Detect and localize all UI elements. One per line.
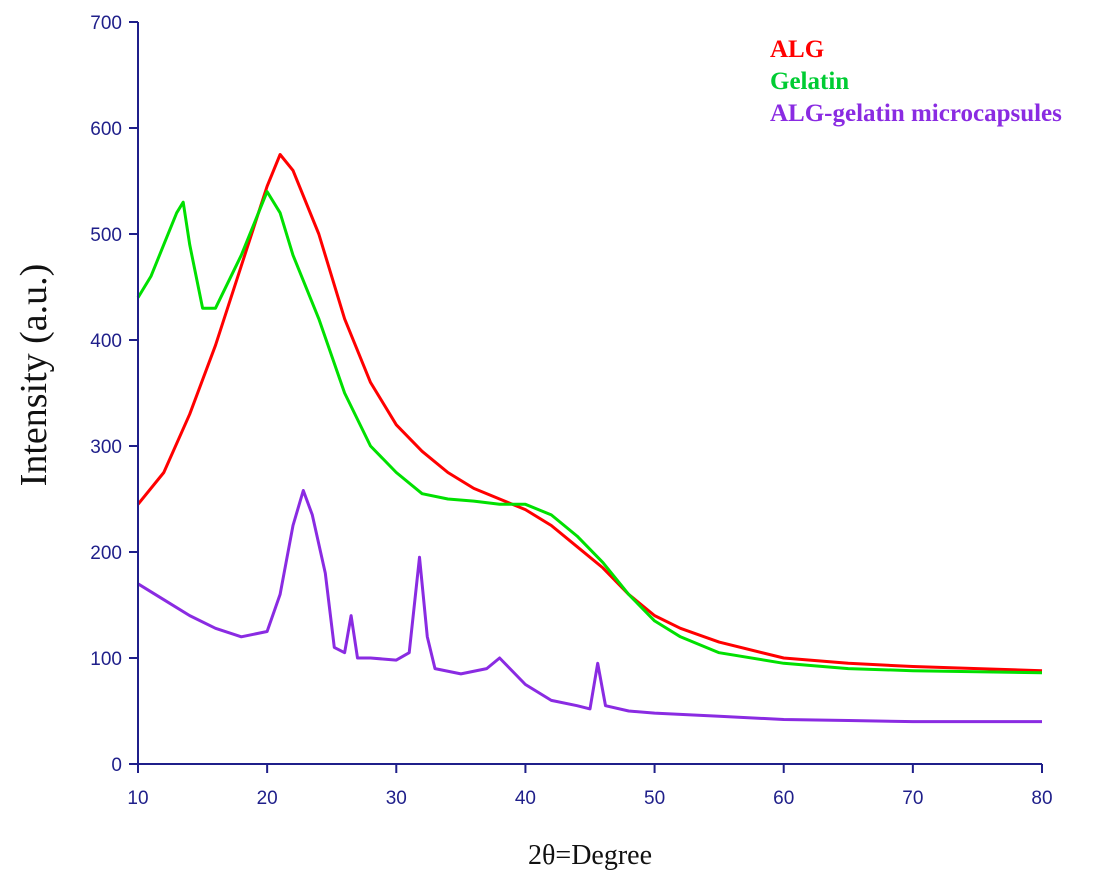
legend-label-gelatin: Gelatin	[770, 68, 849, 95]
x-tick-label: 80	[1031, 788, 1052, 809]
y-tick-label: 400	[90, 331, 122, 352]
x-tick-label: 70	[902, 788, 923, 809]
y-tick-label: 600	[90, 119, 122, 140]
x-tick-label: 40	[515, 788, 536, 809]
series-line-alg-gelatin-microcapsules	[137, 489, 1042, 724]
y-tick-label: 300	[90, 437, 122, 458]
series-layer	[136, 153, 1043, 724]
x-axis-title: 2θ=Degree	[528, 840, 652, 871]
y-tick-label: 200	[90, 543, 122, 564]
y-tick-label: 700	[90, 13, 122, 34]
legend-label-alg-gelatin-microcapsules: ALG-gelatin microcapsules	[770, 100, 1062, 127]
series-line-gelatin	[136, 190, 1043, 675]
x-tick-label: 60	[773, 788, 794, 809]
y-tick-label: 100	[90, 649, 122, 670]
y-tick-label: 500	[90, 225, 122, 246]
tick-layer: 10 20 30 40 50 60 70 80 0 100 200 300 400 500 600 700	[90, 13, 1052, 809]
legend: ALG Gelatin ALG-gelatin microcapsules	[770, 36, 1062, 127]
axes-layer	[137, 22, 1042, 765]
y-axis-title: Intensity (a.u.)	[13, 264, 55, 487]
x-tick-label: 50	[644, 788, 665, 809]
x-tick-label: 20	[257, 788, 278, 809]
y-tick-label: 0	[111, 755, 122, 776]
x-tick-label: 30	[386, 788, 407, 809]
series-line-alg	[136, 153, 1043, 673]
legend-label-alg: ALG	[770, 36, 824, 63]
x-tick-label: 10	[127, 788, 148, 809]
